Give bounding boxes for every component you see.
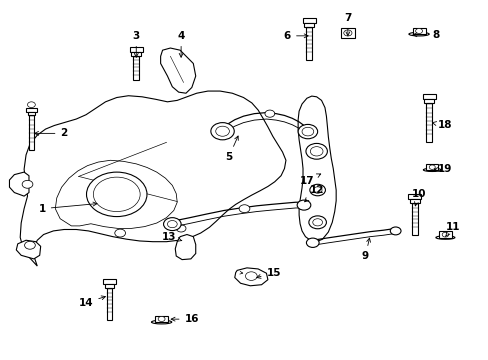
Circle shape bbox=[22, 180, 33, 188]
Circle shape bbox=[306, 238, 319, 247]
Text: 7: 7 bbox=[344, 13, 351, 36]
Bar bbox=[426, 103, 431, 142]
Text: 15: 15 bbox=[256, 267, 281, 278]
Polygon shape bbox=[160, 48, 195, 93]
Circle shape bbox=[163, 218, 181, 230]
Bar bbox=[104, 284, 114, 288]
Bar bbox=[407, 194, 420, 199]
Bar bbox=[130, 46, 142, 51]
Polygon shape bbox=[9, 172, 29, 196]
Circle shape bbox=[415, 28, 422, 33]
Text: 6: 6 bbox=[283, 31, 307, 41]
Text: 1: 1 bbox=[39, 202, 97, 214]
Circle shape bbox=[245, 272, 257, 280]
Bar bbox=[306, 27, 312, 59]
Circle shape bbox=[308, 216, 326, 229]
Circle shape bbox=[264, 110, 274, 117]
Text: 14: 14 bbox=[79, 296, 105, 308]
Circle shape bbox=[310, 147, 323, 156]
Bar bbox=[438, 231, 450, 238]
Bar bbox=[133, 56, 139, 80]
Circle shape bbox=[313, 187, 322, 193]
Text: 12: 12 bbox=[304, 185, 323, 202]
Text: 8: 8 bbox=[412, 30, 438, 40]
Text: 18: 18 bbox=[431, 121, 452, 130]
Circle shape bbox=[86, 172, 147, 217]
Text: 3: 3 bbox=[132, 31, 140, 57]
Circle shape bbox=[309, 184, 325, 196]
Bar bbox=[424, 99, 433, 103]
Text: 16: 16 bbox=[171, 314, 199, 324]
Bar bbox=[411, 203, 417, 235]
Bar bbox=[103, 279, 116, 284]
Polygon shape bbox=[55, 160, 177, 228]
Circle shape bbox=[167, 221, 177, 228]
Text: 4: 4 bbox=[177, 31, 184, 57]
Text: 17: 17 bbox=[299, 174, 320, 186]
Text: 2: 2 bbox=[35, 129, 67, 138]
Circle shape bbox=[27, 102, 35, 108]
Circle shape bbox=[428, 165, 434, 170]
Circle shape bbox=[297, 200, 310, 210]
Circle shape bbox=[441, 232, 447, 237]
Text: 13: 13 bbox=[162, 232, 182, 242]
Polygon shape bbox=[20, 91, 285, 266]
Text: 10: 10 bbox=[411, 189, 426, 206]
Circle shape bbox=[176, 225, 185, 232]
Text: 11: 11 bbox=[445, 222, 460, 237]
Circle shape bbox=[312, 219, 322, 226]
Ellipse shape bbox=[435, 236, 454, 239]
Bar bbox=[131, 51, 141, 56]
Ellipse shape bbox=[151, 320, 171, 324]
Circle shape bbox=[302, 127, 313, 136]
Ellipse shape bbox=[423, 168, 440, 171]
Circle shape bbox=[389, 227, 400, 235]
Bar bbox=[422, 94, 435, 99]
Bar bbox=[106, 288, 112, 320]
Bar bbox=[27, 112, 35, 116]
Circle shape bbox=[24, 241, 35, 249]
Text: 9: 9 bbox=[361, 238, 370, 261]
Circle shape bbox=[239, 205, 249, 213]
Circle shape bbox=[158, 316, 165, 321]
Bar bbox=[26, 108, 37, 112]
Circle shape bbox=[298, 125, 317, 139]
Bar bbox=[409, 199, 419, 203]
Polygon shape bbox=[16, 240, 41, 259]
Text: 5: 5 bbox=[225, 136, 238, 162]
Text: 19: 19 bbox=[434, 164, 452, 174]
Bar bbox=[340, 28, 354, 39]
Ellipse shape bbox=[408, 32, 428, 36]
Bar bbox=[426, 164, 437, 170]
Bar bbox=[412, 28, 425, 34]
Bar bbox=[29, 116, 34, 149]
Circle shape bbox=[343, 30, 351, 36]
Circle shape bbox=[215, 126, 229, 136]
Bar bbox=[155, 316, 168, 322]
Circle shape bbox=[115, 229, 125, 237]
Circle shape bbox=[210, 123, 234, 140]
Circle shape bbox=[305, 143, 327, 159]
Polygon shape bbox=[234, 268, 267, 286]
Circle shape bbox=[93, 177, 140, 212]
Bar bbox=[303, 18, 315, 23]
Bar bbox=[304, 23, 314, 27]
Polygon shape bbox=[175, 234, 195, 260]
Polygon shape bbox=[298, 96, 335, 242]
